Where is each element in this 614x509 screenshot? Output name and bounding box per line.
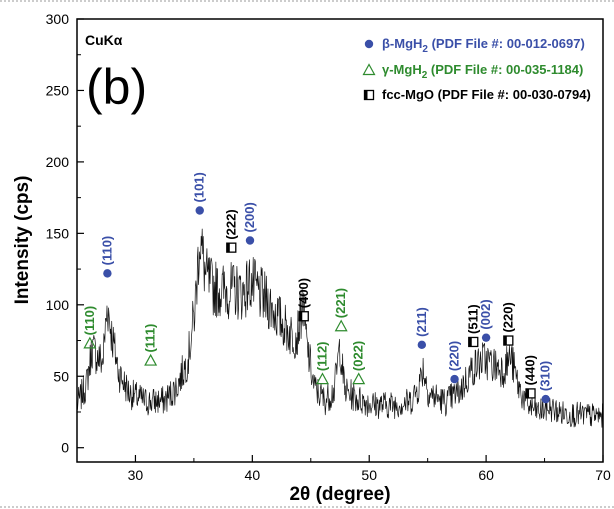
peak-labels: (110) (101) (200) (211) (220) (002) (310) (110)… [82, 172, 553, 391]
square-peak-marker [525, 388, 536, 399]
y-tick-label: 250 [46, 82, 70, 98]
x-tick-label: 70 [595, 467, 611, 483]
triangle-peak-marker [334, 319, 348, 332]
diffraction-trace [76, 228, 604, 428]
peak-hkl-label: (112) [314, 341, 329, 371]
circle-peak-marker [195, 206, 204, 215]
peak-hkl-label: (022) [351, 341, 366, 371]
y-tick-label: 100 [46, 297, 70, 313]
x-tick-label: 30 [128, 467, 144, 483]
x-tick-label: 50 [361, 467, 377, 483]
plot-frame [76, 18, 604, 463]
peak-hkl-label: (400) [296, 278, 311, 308]
circle-peak-marker [417, 340, 427, 350]
square-peak-marker [298, 311, 309, 322]
y-tick-label: 300 [46, 11, 70, 27]
legend: β-MgH2 (PDF File #: 00-012-0697) γ-MgH2 (… [362, 36, 591, 102]
legend-entry: β-MgH2 (PDF File #: 00-012-0697) [382, 36, 585, 55]
peak-hkl-label: (220) [500, 302, 515, 332]
peak-hkl-label: (440) [523, 355, 538, 385]
peak-hkl-label: (101) [192, 172, 207, 202]
legend-entry: fcc-MgO (PDF File #: 00-030-0794) [382, 87, 591, 102]
square-peak-marker [226, 242, 237, 253]
trace-line [76, 228, 604, 428]
legend-circle-icon [364, 39, 374, 49]
peak-hkl-label: (220) [447, 341, 462, 371]
y-tick-label: 50 [53, 368, 69, 384]
y-tick-label: 150 [46, 225, 70, 241]
triangle-peak-marker [315, 372, 329, 385]
y-tick-label: 200 [46, 154, 70, 170]
circle-peak-marker [103, 269, 112, 278]
peak-hkl-label: (002) [478, 299, 493, 329]
peak-hkl-label: (110) [82, 306, 97, 336]
peak-hkl-label: (511) [465, 304, 480, 334]
triangle-peak-marker [144, 353, 158, 366]
y-tick-label: 0 [61, 440, 69, 456]
panel-label: (b) [86, 59, 147, 115]
legend-entry: γ-MgH2 (PDF File #: 00-035-1184) [382, 62, 583, 81]
peak-hkl-label: (221) [333, 288, 348, 318]
circle-peak-marker [245, 236, 255, 245]
legend-square-icon [363, 89, 375, 101]
peak-hkl-label: (110) [99, 236, 114, 266]
square-peak-marker [468, 336, 479, 348]
peak-hkl-label: (111) [143, 324, 158, 353]
circle-peak-marker [481, 333, 491, 342]
axis-ticks: 30 40 50 60 70 0 50 100 150 200 250 300 [46, 11, 611, 483]
triangle-peak-marker [352, 372, 366, 385]
circle-peak-marker [450, 374, 459, 384]
y-axis-title: Intensity (cps) [12, 176, 33, 305]
x-tick-label: 40 [245, 467, 261, 483]
peak-hkl-label: (310) [538, 361, 553, 391]
peak-hkl-label: (222) [223, 209, 238, 239]
peak-hkl-label: (200) [242, 202, 257, 232]
legend-triangle-icon [362, 63, 376, 76]
circle-peak-marker [541, 394, 550, 404]
square-peak-marker [503, 335, 514, 346]
peak-hkl-label: (211) [414, 307, 429, 337]
triangle-peak-marker [83, 336, 97, 349]
peak-markers [83, 206, 550, 404]
x-axis-title: 2θ (degree) [289, 484, 390, 505]
x-tick-label: 60 [478, 467, 494, 483]
radiation-label: CuKα [85, 32, 123, 48]
